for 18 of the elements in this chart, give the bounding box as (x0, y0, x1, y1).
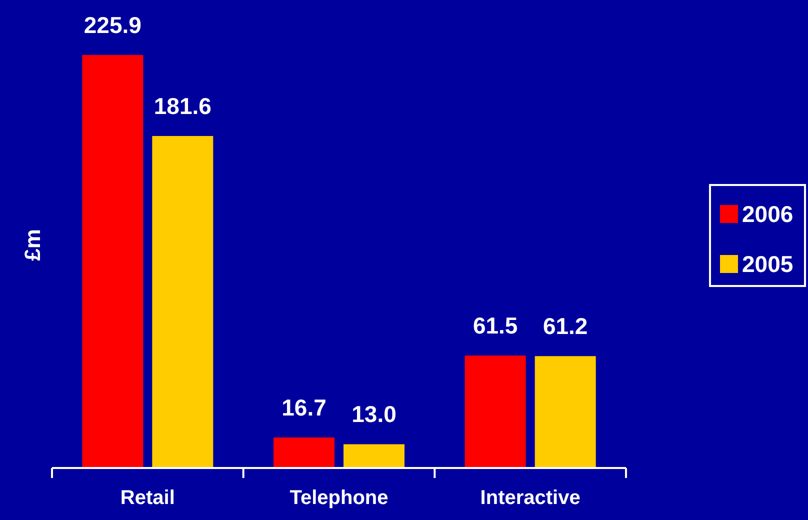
bar (464, 356, 526, 468)
x-tick-label: Telephone (290, 487, 388, 510)
bar (274, 437, 334, 468)
y-axis-title: £m (20, 229, 45, 261)
bar (82, 55, 144, 468)
data-label: 61.5 (472, 312, 518, 339)
data-label: 61.2 (542, 313, 588, 340)
data-label: 225.9 (84, 12, 142, 38)
x-tick-label: Retail (120, 487, 175, 510)
x-tick-label: Interactive (480, 487, 580, 510)
bar (152, 136, 214, 468)
data-label: 13.0 (352, 401, 396, 428)
bar (534, 356, 596, 468)
data-label: 16.7 (282, 394, 326, 420)
bar (344, 444, 404, 468)
legend-label: 2005 (742, 251, 794, 277)
legend-label: 2006 (742, 201, 794, 227)
data-label: 181.6 (154, 92, 212, 119)
